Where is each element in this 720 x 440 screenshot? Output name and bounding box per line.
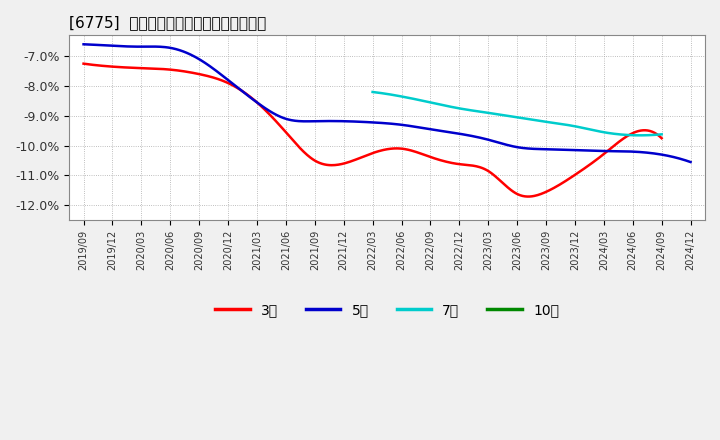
7年 xyxy=(657,132,666,137)
Text: [6775]  経常利益マージンの平均値の推移: [6775] 経常利益マージンの平均値の推移 xyxy=(69,15,266,30)
5年 xyxy=(441,129,449,134)
5年 xyxy=(686,159,695,165)
3年 xyxy=(392,146,400,151)
Line: 5年: 5年 xyxy=(84,44,690,162)
7年 xyxy=(651,132,660,137)
3年 xyxy=(354,156,362,161)
5年 xyxy=(367,120,376,125)
5年 xyxy=(372,120,380,125)
7年 xyxy=(540,119,549,124)
7年 xyxy=(508,114,516,119)
5年 xyxy=(577,148,585,153)
3年 xyxy=(423,154,432,159)
3年 xyxy=(79,61,88,66)
Line: 7年: 7年 xyxy=(372,92,662,136)
7年 xyxy=(606,131,614,136)
7年 xyxy=(368,89,377,95)
7年 xyxy=(505,114,514,119)
3年 xyxy=(657,136,666,141)
Legend: 3年, 5年, 7年, 10年: 3年, 5年, 7年, 10年 xyxy=(210,297,564,323)
3年 xyxy=(357,155,366,160)
7年 xyxy=(636,133,644,138)
3年 xyxy=(524,194,533,199)
5年 xyxy=(408,124,416,129)
Line: 3年: 3年 xyxy=(84,64,662,197)
3年 xyxy=(554,183,563,188)
7年 xyxy=(525,117,534,122)
5年 xyxy=(79,42,88,47)
5年 xyxy=(672,155,680,160)
3年 xyxy=(644,128,653,133)
